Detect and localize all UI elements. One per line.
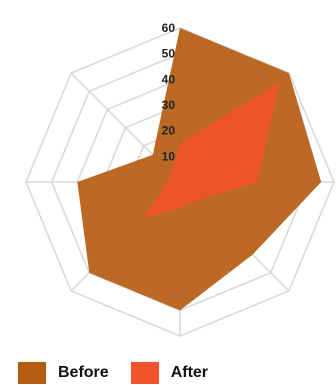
- legend-swatch-before: [18, 362, 46, 384]
- legend-swatch-after: [130, 362, 159, 384]
- tick-label-50: 50: [162, 47, 176, 61]
- legend: Before After: [18, 362, 230, 384]
- tick-label-20: 20: [162, 124, 176, 138]
- radial-tick-labels: 10 20 30 40 50 60: [162, 21, 176, 163]
- tick-label-10: 10: [162, 149, 176, 163]
- tick-label-60: 60: [162, 21, 176, 35]
- legend-item-before: Before: [18, 362, 109, 384]
- tick-label-30: 30: [162, 98, 176, 112]
- tick-label-40: 40: [162, 72, 176, 86]
- series-area-after: [143, 82, 280, 219]
- legend-item-after: After: [130, 362, 209, 384]
- legend-label-after: After: [170, 364, 209, 381]
- series-layer: [77, 28, 322, 311]
- legend-label-before: Before: [58, 364, 109, 381]
